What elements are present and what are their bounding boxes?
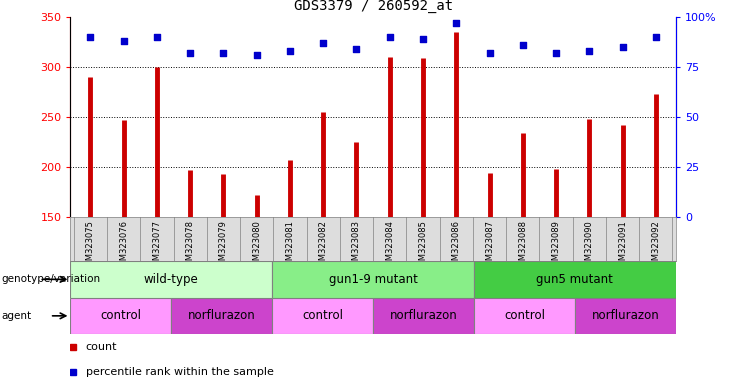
Bar: [171, 298, 272, 334]
Point: [650, 34, 662, 40]
Text: gun1-9 mutant: gun1-9 mutant: [329, 273, 417, 286]
Bar: [474, 298, 575, 334]
Text: GSM323084: GSM323084: [385, 220, 394, 271]
Text: GSM323089: GSM323089: [551, 220, 560, 271]
Text: norflurazon: norflurazon: [591, 310, 659, 322]
Text: percentile rank within the sample: percentile rank within the sample: [85, 366, 273, 377]
Text: GSM323085: GSM323085: [419, 220, 428, 271]
Point: [217, 50, 229, 56]
Text: GSM323086: GSM323086: [452, 220, 461, 271]
Text: norflurazon: norflurazon: [188, 310, 256, 322]
Point: [284, 48, 296, 54]
Point: [185, 50, 196, 56]
Point: [451, 20, 462, 26]
Text: GSM323080: GSM323080: [252, 220, 261, 271]
Text: control: control: [100, 310, 142, 322]
Text: GSM323092: GSM323092: [651, 220, 660, 271]
Text: GSM323088: GSM323088: [518, 220, 528, 271]
Text: count: count: [85, 341, 117, 352]
Point: [118, 38, 130, 44]
Text: GSM323079: GSM323079: [219, 220, 228, 271]
Text: agent: agent: [1, 311, 32, 321]
Bar: [70, 298, 171, 334]
Point: [384, 34, 396, 40]
Point: [317, 40, 329, 46]
Bar: [373, 298, 474, 334]
Point: [583, 48, 595, 54]
Text: genotype/variation: genotype/variation: [1, 274, 101, 285]
Text: GSM323082: GSM323082: [319, 220, 328, 271]
Text: control: control: [504, 310, 545, 322]
Text: GSM323091: GSM323091: [618, 220, 627, 271]
Point: [151, 34, 163, 40]
Text: GSM323090: GSM323090: [585, 220, 594, 271]
Point: [517, 42, 529, 48]
Text: GSM323078: GSM323078: [186, 220, 195, 271]
Text: GSM323083: GSM323083: [352, 220, 361, 271]
Bar: [272, 298, 373, 334]
Text: GSM323077: GSM323077: [153, 220, 162, 271]
Point: [250, 52, 262, 58]
Point: [617, 44, 628, 50]
Point: [350, 46, 362, 52]
Title: GDS3379 / 260592_at: GDS3379 / 260592_at: [293, 0, 453, 13]
Text: GSM323075: GSM323075: [86, 220, 95, 271]
Point: [417, 36, 429, 42]
Text: GSM323081: GSM323081: [285, 220, 294, 271]
Point: [550, 50, 562, 56]
Point: [84, 34, 96, 40]
Text: wild-type: wild-type: [144, 273, 199, 286]
Bar: [272, 261, 474, 298]
Text: GSM323076: GSM323076: [119, 220, 128, 271]
Bar: [474, 261, 676, 298]
Text: control: control: [302, 310, 343, 322]
Bar: [70, 261, 272, 298]
Text: norflurazon: norflurazon: [390, 310, 457, 322]
Text: GSM323087: GSM323087: [485, 220, 494, 271]
Text: gun5 mutant: gun5 mutant: [536, 273, 614, 286]
Bar: [575, 298, 676, 334]
Point: [484, 50, 496, 56]
